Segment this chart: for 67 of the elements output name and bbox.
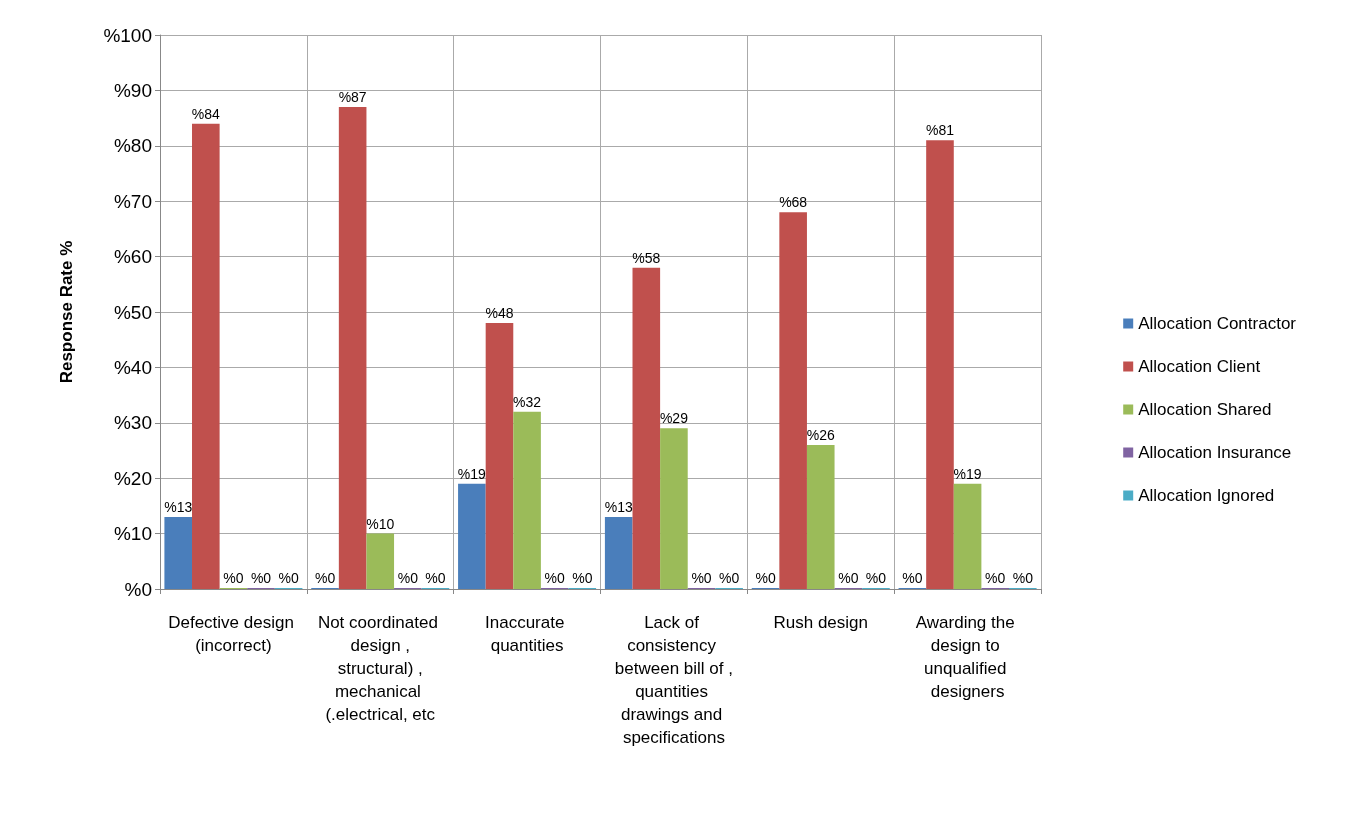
data-label: %0 — [691, 570, 712, 586]
data-label: %58 — [632, 249, 661, 266]
y-tick-label: %70 — [113, 190, 152, 212]
data-label: %13 — [604, 498, 633, 515]
data-label: %0 — [865, 570, 887, 586]
x-tick-label: Not coordinated design ,structural) ,mechanical (.electrical, etc — [317, 613, 443, 724]
bar — [632, 267, 661, 589]
legend-label: Allocation Ignored — [1138, 486, 1275, 505]
x-tick-label: Lack of consistency between bill of ,quantities drawings and specifications — [614, 613, 733, 747]
bar — [485, 323, 514, 589]
data-label: %19 — [953, 465, 982, 482]
bar — [458, 483, 486, 589]
legend-label: Allocation Insurance — [1138, 443, 1292, 462]
y-tick-label: %100 — [103, 24, 152, 46]
y-tick-label: %0 — [124, 578, 152, 600]
bar — [953, 483, 982, 589]
data-label: %48 — [485, 305, 514, 322]
y-tick-label: %50 — [113, 301, 152, 323]
y-tick-label: %20 — [113, 467, 152, 489]
data-label: %87 — [338, 89, 367, 106]
y-tick-label: %30 — [113, 412, 152, 434]
data-label: %0 — [397, 570, 419, 586]
bar — [660, 428, 688, 589]
bar — [604, 516, 633, 589]
bar — [366, 533, 395, 589]
data-label: %0 — [1012, 570, 1034, 586]
bar — [779, 212, 807, 589]
data-label: %0 — [985, 570, 1006, 586]
data-label: %10 — [366, 515, 395, 532]
bar — [926, 140, 954, 589]
data-label: %68 — [779, 194, 808, 211]
data-label: %0 — [902, 570, 923, 586]
x-tick-label: Rush design — [773, 613, 869, 632]
y-axis-title: Response Rate % — [57, 240, 76, 384]
legend-label: Allocation Contractor — [1138, 314, 1297, 333]
data-label: %0 — [544, 570, 566, 586]
x-tick-label: Defective design (incorrect) — [168, 613, 299, 655]
data-label: %0 — [425, 570, 446, 586]
data-label: %81 — [925, 122, 955, 139]
data-label: %0 — [223, 570, 244, 586]
data-label: %19 — [457, 465, 487, 482]
bar — [513, 411, 541, 589]
data-label: %0 — [314, 570, 336, 586]
data-label: %0 — [838, 570, 859, 586]
bar — [192, 123, 220, 589]
y-tick-label: %60 — [113, 246, 152, 268]
bar — [806, 444, 835, 589]
data-label: %26 — [806, 426, 835, 443]
data-label: %0 — [755, 570, 776, 586]
bar — [338, 107, 367, 589]
bar — [164, 516, 193, 589]
y-tick-label: %40 — [113, 356, 152, 378]
y-tick-label: %80 — [113, 135, 152, 157]
data-label: %32 — [513, 393, 542, 410]
data-label: %0 — [572, 570, 593, 586]
data-label: %0 — [278, 570, 299, 586]
data-label: %0 — [250, 570, 272, 586]
y-tick-label: %90 — [113, 79, 152, 101]
legend-label: Allocation Client — [1138, 357, 1261, 376]
data-label: %84 — [191, 105, 221, 122]
x-tick-label: Awarding the design to unqualified designers — [915, 613, 1020, 701]
legend-label: Allocation Shared — [1138, 400, 1272, 419]
x-tick-label: Inaccurate quantities — [485, 613, 570, 655]
y-tick-label: %10 — [113, 523, 152, 545]
data-label: %0 — [719, 570, 740, 586]
data-label: %13 — [164, 498, 193, 515]
data-label: %29 — [659, 410, 689, 427]
